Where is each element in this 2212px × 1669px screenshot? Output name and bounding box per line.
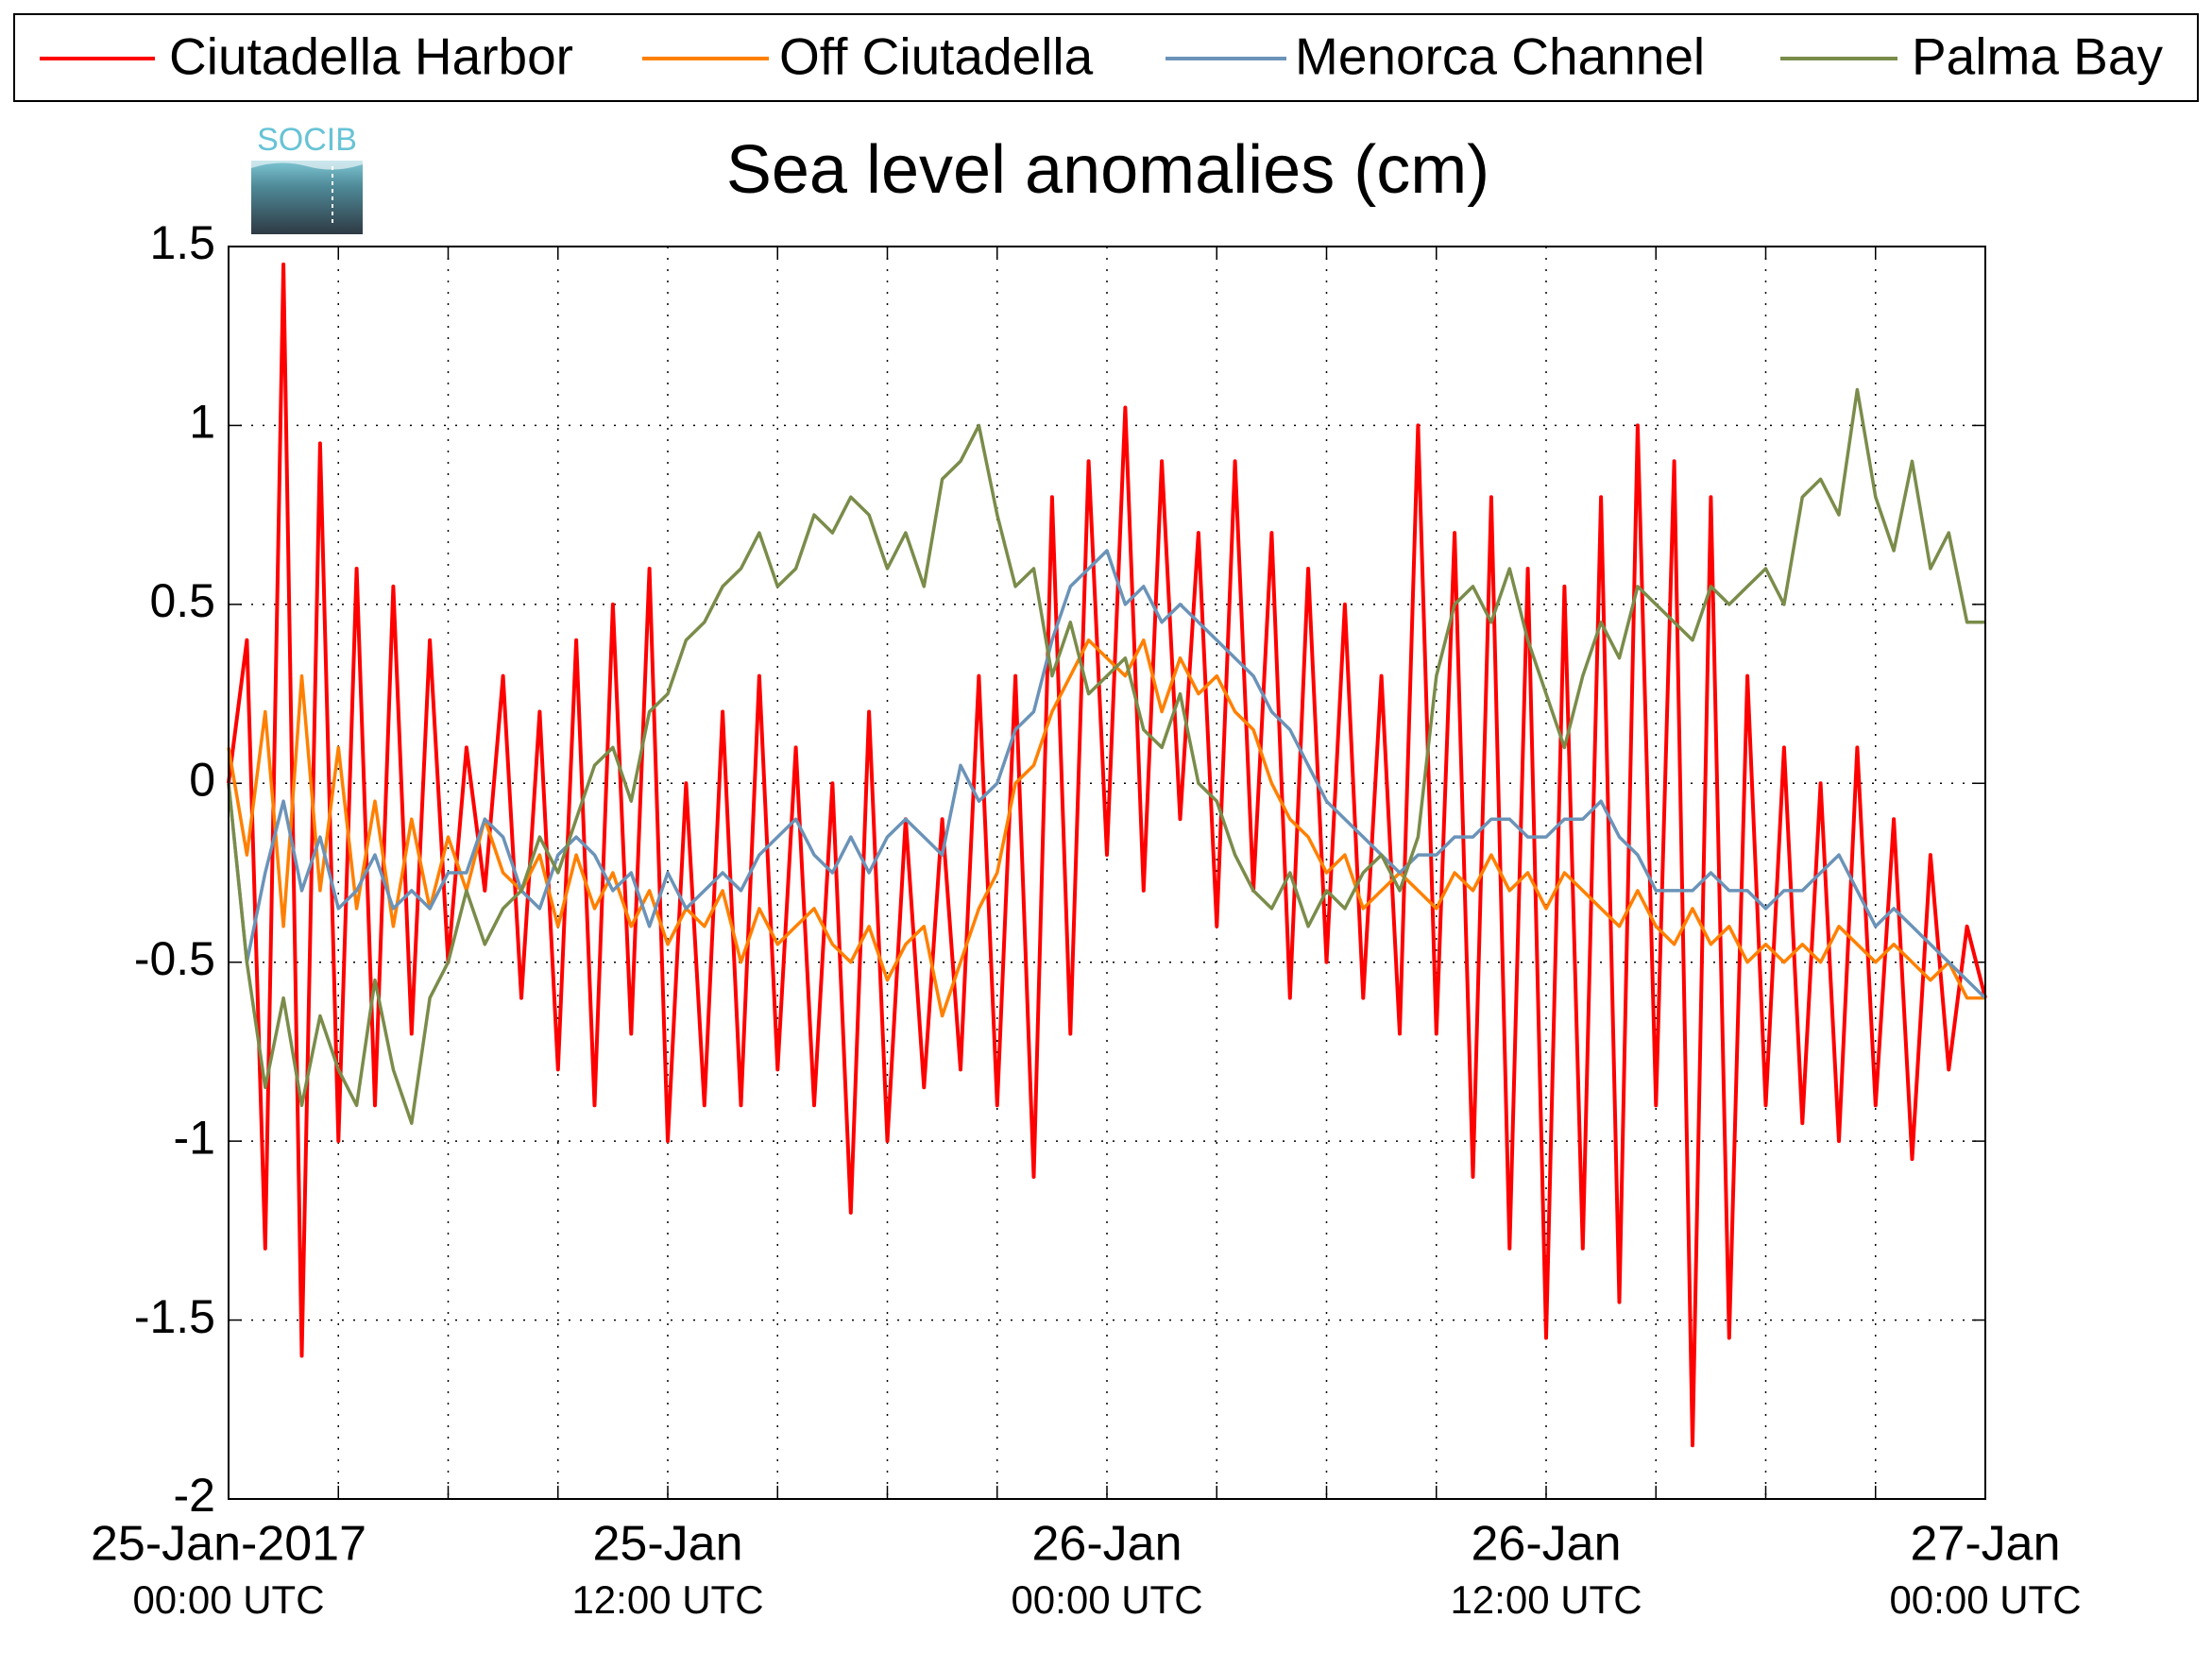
- y-tick-label: -1.5: [134, 1290, 215, 1343]
- legend-label: Off Ciutadella: [779, 27, 1094, 86]
- legend: Ciutadella Harbor Off Ciutadella Menorca C…: [13, 13, 2199, 102]
- y-tick-label: 1: [189, 396, 215, 449]
- chart-title: Sea level anomalies (cm): [726, 132, 1489, 208]
- logo-wave: [251, 161, 363, 170]
- logo: SOCIB: [251, 122, 363, 234]
- legend-label: Menorca Channel: [1295, 27, 1705, 86]
- logo-box: [251, 161, 363, 234]
- y-tick-label: -1: [174, 1111, 215, 1164]
- x-tick-label: 26-Jan: [1032, 1517, 1183, 1572]
- y-tick-label: 1.5: [149, 216, 215, 269]
- series-line: [227, 387, 1985, 1125]
- x-tick-sublabel: 12:00 UTC: [571, 1577, 763, 1622]
- x-tick-sublabel: 12:00 UTC: [1450, 1577, 1642, 1622]
- y-tick-label: 0: [189, 753, 215, 806]
- x-tick-label: 26-Jan: [1472, 1517, 1622, 1572]
- x-tick-label: 27-Jan: [1911, 1517, 2061, 1572]
- series-line: [227, 262, 1987, 1448]
- y-tick-label: -2: [174, 1469, 215, 1522]
- legend-label: Palma Bay: [1912, 27, 2163, 86]
- x-tick-sublabel: 00:00 UTC: [132, 1577, 324, 1622]
- y-tick-label: -0.5: [134, 932, 215, 985]
- legend-label: Ciutadella Harbor: [169, 27, 573, 86]
- plot-frame: [228, 246, 1986, 1500]
- x-tick-sublabel: 00:00 UTC: [1889, 1577, 2081, 1622]
- y-tick-label: 0.5: [149, 574, 215, 627]
- x-tick-sublabel: 00:00 UTC: [1011, 1577, 1202, 1622]
- x-tick-label: 25-Jan: [593, 1517, 743, 1572]
- logo-text: SOCIB: [257, 122, 357, 158]
- x-tick-label: 25-Jan-2017: [91, 1517, 366, 1572]
